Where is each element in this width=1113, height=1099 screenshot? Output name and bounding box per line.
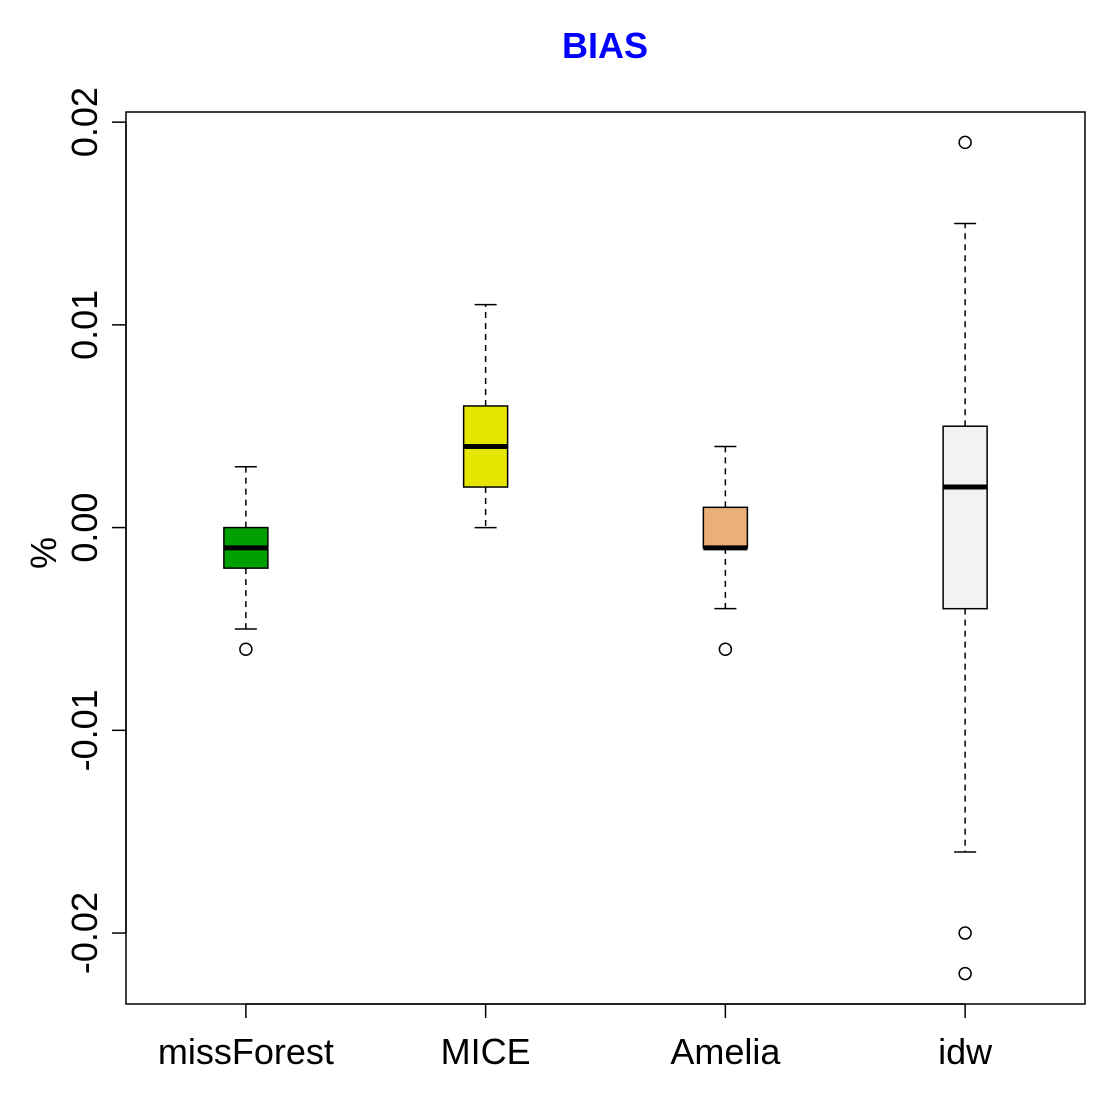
outlier-point [718,642,733,656]
chart-title: BIAS [562,25,648,66]
outlier-point [958,135,972,150]
x-axis: missForest MICE Amelia idw [158,1003,993,1072]
outlier-point [958,966,972,981]
iqr-box [942,425,988,610]
y-tick-label: 0.01 [64,290,105,360]
y-tick-label: 0.00 [64,493,105,563]
y-tick-label: 0.02 [64,87,105,157]
outlier-point [958,926,972,940]
box-group [702,445,749,656]
box-group [462,303,509,529]
y-tick-label: -0.02 [64,892,105,974]
iqr-box [702,506,749,549]
y-axis: -0.02 -0.01 0.00 0.01 0.02 [64,87,127,974]
outlier-point [239,642,253,656]
boxes-layer [223,135,988,981]
x-tick-label: missForest [158,1031,334,1072]
box-group [942,135,988,981]
x-tick-label: idw [938,1031,993,1072]
y-axis-label: % [23,537,64,569]
x-tick-label: MICE [441,1031,531,1072]
x-tick-label: Amelia [670,1031,781,1072]
y-tick-label: -0.01 [64,689,105,771]
box-group [223,466,269,656]
plot-frame [125,111,1086,1005]
